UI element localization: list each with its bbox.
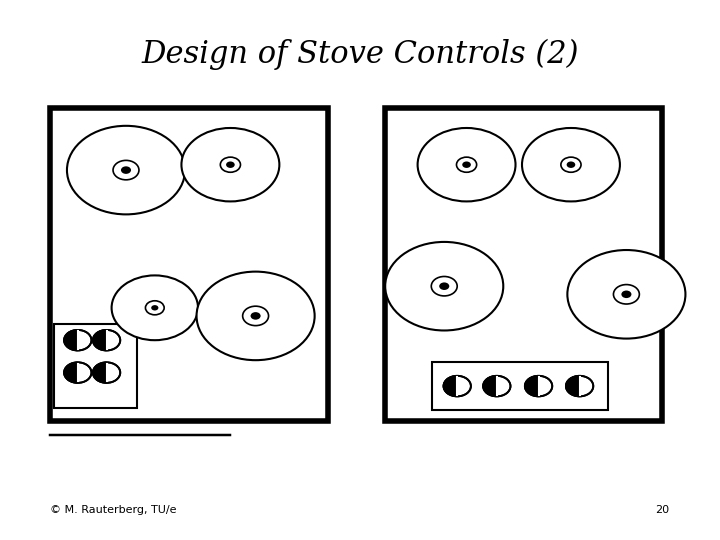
Circle shape [567,161,575,168]
Circle shape [145,301,164,315]
Bar [385,108,662,421]
Circle shape [64,362,91,383]
Polygon shape [93,362,107,383]
Circle shape [613,285,639,304]
Polygon shape [525,376,539,396]
Circle shape [67,126,185,214]
Circle shape [93,362,120,383]
Circle shape [561,157,581,172]
Circle shape [93,330,120,350]
Polygon shape [566,376,580,396]
Circle shape [525,376,552,396]
Circle shape [64,330,91,350]
Circle shape [522,128,620,201]
Circle shape [243,306,269,326]
Circle shape [439,282,449,290]
Circle shape [226,161,235,168]
Circle shape [385,242,503,330]
Circle shape [566,376,593,396]
Circle shape [483,376,510,396]
Polygon shape [64,330,78,350]
Text: Design of Stove Controls (2): Design of Stove Controls (2) [141,38,579,70]
Circle shape [220,157,240,172]
Circle shape [181,128,279,201]
Bar [54,324,137,408]
Text: © M. Rauterberg, TU/e: © M. Rauterberg, TU/e [50,505,177,515]
Bar [50,108,328,421]
Circle shape [251,312,261,320]
Circle shape [621,291,631,298]
Circle shape [462,161,471,168]
Circle shape [197,272,315,360]
Polygon shape [444,376,457,396]
Circle shape [431,276,457,296]
Circle shape [151,305,158,310]
Circle shape [418,128,516,201]
Bar [432,362,608,410]
Text: 20: 20 [655,505,670,515]
Polygon shape [93,330,107,350]
Circle shape [113,160,139,180]
Circle shape [567,250,685,339]
Circle shape [444,376,471,396]
Circle shape [121,166,131,174]
Polygon shape [64,362,78,383]
Circle shape [456,157,477,172]
Circle shape [112,275,198,340]
Polygon shape [483,376,497,396]
